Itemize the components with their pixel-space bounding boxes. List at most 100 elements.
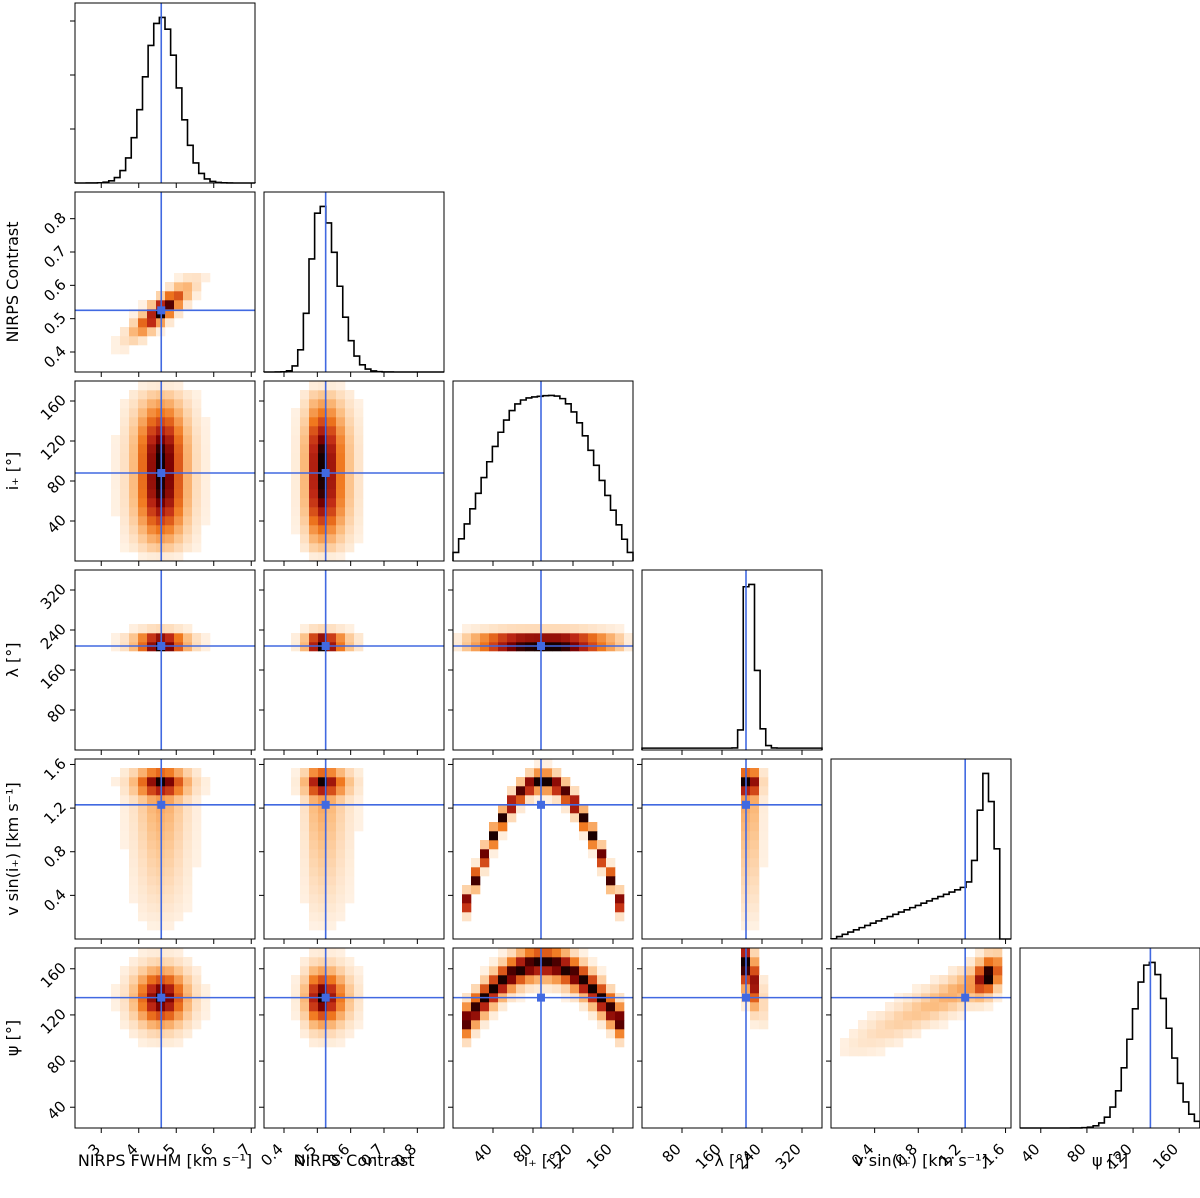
y-axis-label-contrast: NIRPS Contrast bbox=[3, 221, 22, 342]
density-cell bbox=[201, 471, 211, 481]
density-cell bbox=[174, 291, 184, 301]
density-cell bbox=[336, 858, 346, 868]
density-cell bbox=[165, 966, 175, 976]
density-cell bbox=[138, 1029, 148, 1039]
truth-point bbox=[961, 993, 970, 1002]
density-cell bbox=[174, 831, 184, 841]
density-cell bbox=[570, 948, 580, 958]
panel-frame bbox=[641, 569, 823, 751]
density-cell bbox=[192, 498, 202, 508]
density-cell bbox=[525, 786, 535, 796]
density-cell bbox=[858, 1038, 868, 1048]
density-cell bbox=[885, 1002, 895, 1012]
density-cell bbox=[120, 327, 130, 337]
density-cell bbox=[138, 975, 148, 985]
density-cell bbox=[300, 417, 310, 427]
density-cell bbox=[291, 786, 301, 796]
density-cell bbox=[345, 858, 355, 868]
density-cell bbox=[570, 813, 580, 823]
density-cell bbox=[129, 462, 139, 472]
density-cell bbox=[345, 471, 355, 481]
density-cell bbox=[300, 984, 310, 994]
density-cell bbox=[336, 480, 346, 490]
density-cell bbox=[588, 975, 598, 985]
density-cell bbox=[885, 1038, 895, 1048]
density-cell bbox=[120, 345, 130, 355]
density-cell bbox=[147, 516, 157, 526]
density-cell bbox=[552, 984, 562, 994]
density-cell bbox=[111, 435, 121, 445]
density-cell bbox=[570, 966, 580, 976]
density-cell bbox=[318, 948, 328, 958]
density-cell bbox=[498, 975, 508, 985]
density-cell bbox=[345, 885, 355, 895]
density-cell bbox=[183, 471, 193, 481]
density-cell bbox=[462, 624, 472, 634]
density-cell bbox=[318, 858, 328, 868]
density-cell bbox=[336, 408, 346, 418]
density-cell bbox=[183, 453, 193, 463]
density-cell bbox=[336, 867, 346, 877]
density-cell bbox=[174, 516, 184, 526]
density-cell bbox=[507, 795, 517, 805]
density-cell bbox=[588, 840, 598, 850]
density-cell bbox=[192, 786, 202, 796]
density-cell bbox=[291, 984, 301, 994]
density-cell bbox=[300, 966, 310, 976]
density-cell bbox=[345, 633, 355, 643]
density-cell bbox=[138, 912, 148, 922]
density-cell bbox=[165, 309, 175, 319]
density-cell bbox=[165, 462, 175, 472]
density-cell bbox=[300, 399, 310, 409]
density-cell bbox=[165, 984, 175, 994]
density-cell bbox=[309, 480, 319, 490]
density-cell bbox=[192, 408, 202, 418]
density-cell bbox=[354, 480, 364, 490]
density-cell bbox=[165, 876, 175, 886]
density-cell bbox=[957, 1011, 967, 1021]
density-cell bbox=[318, 903, 328, 913]
density-cell bbox=[489, 957, 499, 967]
density-cell bbox=[336, 831, 346, 841]
density-cell bbox=[165, 804, 175, 814]
density-cell bbox=[174, 957, 184, 967]
density-cell bbox=[174, 975, 184, 985]
density-cell bbox=[174, 912, 184, 922]
panel-frame bbox=[830, 947, 1012, 1129]
density-cell bbox=[327, 813, 337, 823]
density-cell bbox=[138, 390, 148, 400]
density-cell bbox=[327, 534, 337, 544]
density-cell bbox=[183, 795, 193, 805]
density-cell bbox=[345, 444, 355, 454]
density-cell bbox=[345, 507, 355, 517]
density-cell bbox=[840, 1038, 850, 1048]
density-cell bbox=[957, 975, 967, 985]
density-cell bbox=[120, 336, 130, 346]
density-cell bbox=[174, 1002, 184, 1012]
density-cell bbox=[543, 624, 553, 634]
truth-point bbox=[537, 993, 545, 1002]
density-cell bbox=[138, 408, 148, 418]
density-cell bbox=[561, 957, 571, 967]
density-cell bbox=[318, 399, 328, 409]
density-cell bbox=[345, 525, 355, 535]
density-cell bbox=[192, 1002, 202, 1012]
density-cell bbox=[318, 534, 328, 544]
density-cell bbox=[174, 453, 184, 463]
density-cell bbox=[498, 831, 508, 841]
panel-inc-vs-lambda bbox=[448, 569, 634, 755]
density-cell bbox=[867, 1038, 877, 1048]
density-cell bbox=[300, 525, 310, 535]
density-cell bbox=[507, 786, 517, 796]
density-cell bbox=[192, 426, 202, 436]
density-cell bbox=[336, 849, 346, 859]
density-cell bbox=[138, 543, 148, 553]
density-cell bbox=[561, 975, 571, 985]
density-cell bbox=[984, 957, 994, 967]
density-cell bbox=[597, 966, 607, 976]
density-cell bbox=[192, 399, 202, 409]
density-cell bbox=[606, 1029, 616, 1039]
density-cell bbox=[147, 435, 157, 445]
density-cell bbox=[165, 408, 175, 418]
density-cell bbox=[489, 975, 499, 985]
